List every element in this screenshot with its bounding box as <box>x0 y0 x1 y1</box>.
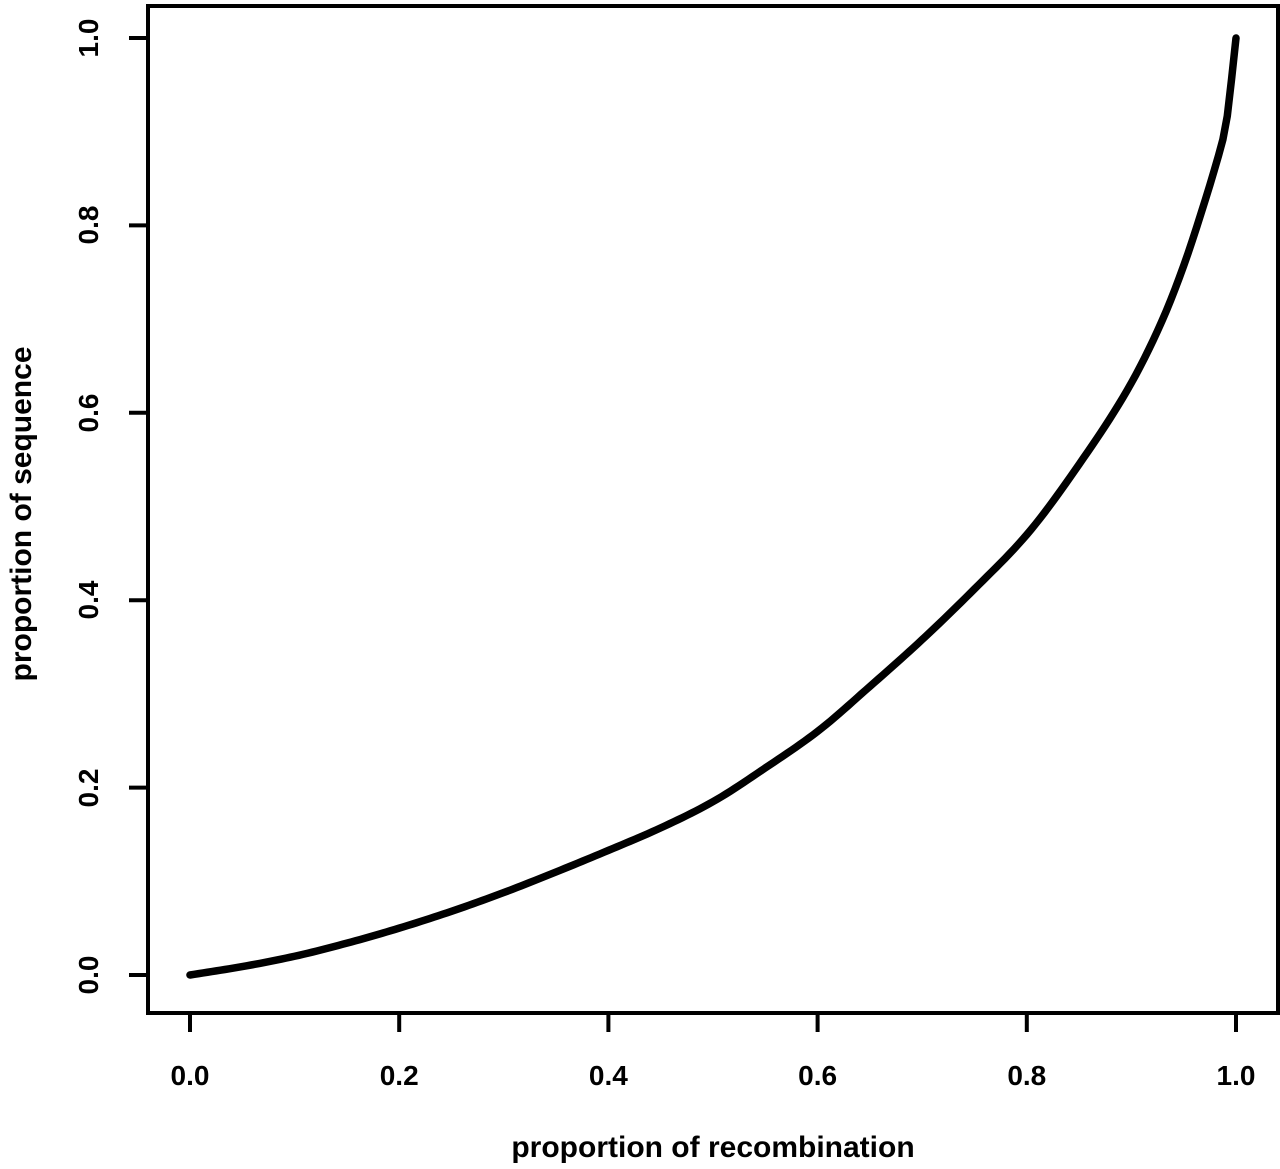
x-axis-label: proportion of recombination <box>511 1131 915 1164</box>
x-tick-label: 0.4 <box>588 1060 628 1091</box>
x-tick-label: 0.8 <box>1007 1060 1047 1091</box>
y-tick-label: 0.4 <box>73 580 104 620</box>
plot-frame <box>146 4 1280 1015</box>
y-tick-label: 0.0 <box>73 955 104 995</box>
y-axis-label: proportion of sequence <box>5 346 38 682</box>
x-tick-label: 0.2 <box>379 1060 419 1091</box>
data-curve <box>186 34 1240 979</box>
y-tick-label: 1.0 <box>73 18 104 58</box>
x-tick-label: 0.0 <box>170 1060 210 1091</box>
x-tick-label: 1.0 <box>1216 1060 1256 1091</box>
x-tick-label: 0.6 <box>798 1060 838 1091</box>
y-tick-label: 0.8 <box>73 205 104 245</box>
y-tick-label: 0.2 <box>73 768 104 808</box>
y-tick-label: 0.6 <box>73 393 104 433</box>
